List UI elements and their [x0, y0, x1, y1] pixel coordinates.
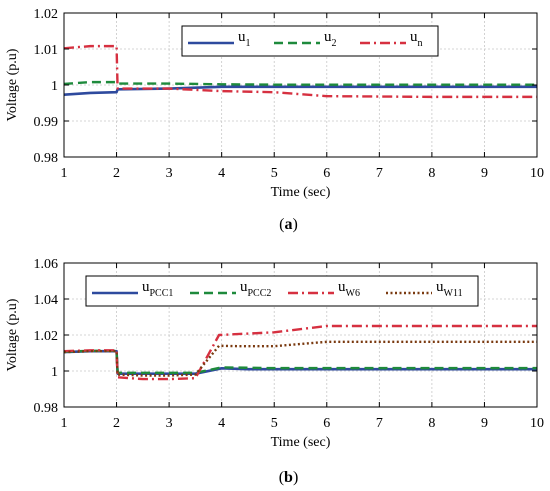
chart-a-series-1-line [63, 85, 537, 97]
chart-a-ytick-label-3: 1.01 [34, 43, 59, 58]
chart-a-xtick-label-4: 5 [271, 166, 278, 181]
chart-b-series-w6-line [63, 324, 537, 381]
chart-a-xtick-label-7: 8 [428, 166, 435, 181]
chart-a: 1 2 3 4 5 6 7 8 9 10 0.98 0.99 1 1.01 1.02 Time (sec) Vo… [5, 7, 544, 233]
chart-a-legend: u1 u2 un [181, 25, 439, 57]
chart-b-legend-box [85, 275, 479, 307]
chart-a-panel-label: (a) [279, 216, 298, 233]
chart-b-xtick-label-0: 1 [61, 416, 68, 431]
chart-a-xtick-label-3: 4 [218, 166, 225, 181]
chart-b-y-axis-label: Voltage (p.u) [5, 298, 20, 371]
chart-b-ytick-label-1: 1 [51, 365, 58, 380]
chart-a-series-n-line [63, 44, 537, 99]
chart-a-legend-entry-2: u2 [324, 29, 337, 49]
chart-b-xtick-label-2: 3 [166, 416, 173, 431]
chart-a-y-axis-label: Voltage (p.u) [5, 48, 20, 121]
chart-a-xtick-label-5: 6 [323, 166, 330, 181]
chart-b-xtick-label-8: 9 [481, 416, 488, 431]
chart-a-series-2-line [63, 80, 537, 86]
chart-a-ytick-label-2: 1 [51, 79, 58, 94]
chart-a-ytick-label-0: 0.98 [34, 151, 59, 166]
chart-b-xtick-label-7: 8 [428, 416, 435, 431]
chart-a-xtick-label-1: 2 [113, 166, 120, 181]
chart-b-legend-entry-w11: uW11 [436, 279, 463, 299]
chart-a-xtick-label-9: 10 [530, 166, 544, 181]
chart-b-legend-entry-w6: uW6 [338, 279, 360, 299]
chart-b-xtick-label-3: 4 [218, 416, 225, 431]
chart-b-ytick-label-2: 1.02 [34, 329, 59, 344]
chart-a-legend-entry-1: u1 [238, 29, 251, 49]
chart-b-xtick-label-5: 6 [323, 416, 330, 431]
chart-b-xtick-label-1: 2 [113, 416, 120, 431]
chart-a-xtick-label-2: 3 [166, 166, 173, 181]
chart-b-ytick-label-0: 0.98 [34, 401, 59, 416]
chart-b-x-axis-label: Time (sec) [271, 435, 331, 450]
chart-b-ytick-label-4: 1.06 [34, 257, 59, 272]
chart-b-legend-entry-pcc2: uPCC2 [240, 279, 271, 299]
chart-a-xtick-label-0: 1 [61, 166, 68, 181]
chart-a-xtick-label-8: 9 [481, 166, 488, 181]
chart-b-xtick-label-4: 5 [271, 416, 278, 431]
chart-a-legend-entry-n: un [410, 29, 423, 49]
chart-a-xtick-label-6: 7 [376, 166, 383, 181]
chart-a-ytick-label-4: 1.02 [34, 7, 59, 22]
chart-a-ytick-label-1: 0.99 [34, 115, 59, 130]
chart-b-xtick-label-9: 10 [530, 416, 544, 431]
chart-b-xtick-label-6: 7 [376, 416, 383, 431]
chart-b-ytick-label-3: 1.04 [34, 293, 59, 308]
chart-b-panel-label: (b) [279, 469, 299, 486]
chart-a-legend-box [181, 25, 439, 57]
chart-a-x-axis-label: Time (sec) [271, 185, 331, 200]
chart-b-legend: uPCC1 uPCC2 uW6 uW11 [85, 275, 479, 307]
chart-b-legend-entry-pcc1: uPCC1 [142, 279, 173, 299]
chart-b-series-w11-line [63, 340, 537, 377]
